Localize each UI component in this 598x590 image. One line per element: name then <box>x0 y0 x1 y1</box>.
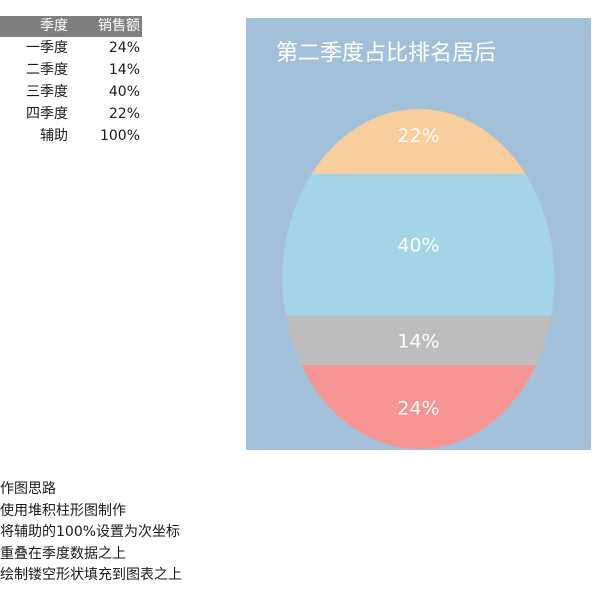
chart-area[interactable]: 24% 14% 40% 22% 第二季度占比排名居后 <box>246 18 591 450</box>
table-cell-sales: 24% <box>108 40 140 56</box>
table-row: 二季度 14% <box>0 59 142 81</box>
table-header-row: 季度 销售额 <box>0 16 142 37</box>
table-cell-quarter: 四季度 <box>26 106 68 122</box>
note-line: 将辅助的100%设置为次坐标 <box>0 524 181 540</box>
table-cell-sales: 40% <box>108 84 140 100</box>
table-header-sales: 销售额 <box>98 18 140 34</box>
table-row: 辅助 100% <box>0 125 142 147</box>
data-label-1: 24% <box>397 398 439 420</box>
table-cell-quarter: 三季度 <box>26 84 68 100</box>
data-table: 季度 销售额 一季度 24% 二季度 14% 三季度 40% 四季度 22% 辅… <box>0 16 142 147</box>
note-line: 绘制镂空形状填充到图表之上 <box>0 567 182 583</box>
table-cell-sales: 14% <box>108 62 140 78</box>
note-line: 作图思路 <box>0 481 56 497</box>
notes-section: 作图思路 使用堆积柱形图制作 将辅助的100%设置为次坐标 重叠在季度数据之上 … <box>0 479 182 587</box>
bar-segment-3[interactable] <box>246 173 591 316</box>
table-row: 一季度 24% <box>0 37 142 59</box>
note-line: 重叠在季度数据之上 <box>0 545 126 562</box>
table-cell-quarter: 一季度 <box>26 40 68 56</box>
table-header-quarter: 季度 <box>40 18 68 34</box>
table-row: 四季度 22% <box>0 103 142 125</box>
chart-title: 第二季度占比排名居后 <box>276 41 497 66</box>
table-cell-sales: 100% <box>99 128 140 144</box>
bar-segment-2[interactable] <box>246 315 591 366</box>
note-line: 使用堆积柱形图制作 <box>0 502 126 519</box>
table-cell-sales: 22% <box>108 106 140 122</box>
data-label-2: 14% <box>397 330 439 352</box>
table-row: 三季度 40% <box>0 81 142 103</box>
data-label-4: 22% <box>397 125 439 147</box>
table-cell-quarter: 辅助 <box>40 128 68 144</box>
data-label-3: 40% <box>397 235 439 257</box>
chart-svg: 24% 14% 40% 22% <box>246 109 591 449</box>
table-cell-quarter: 二季度 <box>26 62 68 78</box>
